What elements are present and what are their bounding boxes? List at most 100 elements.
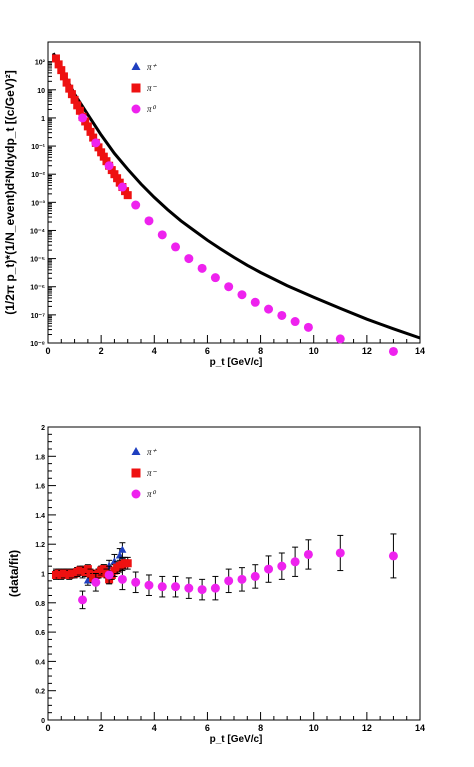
- ratio-panel: 0 2 4 6 8 10 12 14 0 0.2 0.4 0.6 0.8 1 1.2 1.4 1.6 1.8 2 p_…: [7, 425, 425, 745]
- y-tick-label: 0.8: [35, 601, 45, 608]
- x-tick-label: 2: [99, 346, 104, 356]
- y-tick-label: 0.4: [35, 659, 45, 666]
- data-point-circle: [197, 263, 207, 273]
- y-tick-label: 2: [41, 425, 45, 432]
- y-tick-label: 10⁻²: [31, 172, 45, 179]
- data-point-circle: [335, 334, 345, 344]
- data-point-square: [62, 78, 71, 87]
- data-point-circle: [290, 317, 300, 327]
- data-point-circle: [171, 242, 181, 252]
- data-point-square: [102, 157, 111, 166]
- legend-label: π⁰: [147, 489, 157, 499]
- data-point-circle: [171, 582, 181, 592]
- y-tick-label: 10⁻⁵: [30, 257, 45, 264]
- data-point-circle: [303, 322, 313, 332]
- x-tick-label: 4: [152, 723, 157, 733]
- data-point-circle: [91, 577, 101, 587]
- y-tick-label: 1.6: [35, 484, 45, 491]
- data-point-square: [70, 95, 79, 104]
- x-tick-label: 0: [45, 346, 50, 356]
- spectrum-panel: 0 2 4 6 8 10 12 14 10² 10 1 10⁻¹ 10⁻² 10⁻³ 10⁻⁴ 10⁻⁵ 10⁻…: [3, 41, 425, 368]
- fit-curve: [51, 52, 421, 340]
- y-tick-label: 10⁻⁸: [30, 341, 45, 348]
- x-tick-label: 12: [362, 346, 372, 356]
- x-tick-label: 8: [258, 346, 263, 356]
- x-tick-label: 0: [45, 723, 50, 733]
- plot-frame: [47, 41, 421, 344]
- data-point-square: [51, 54, 60, 63]
- data-point-circle: [117, 574, 127, 584]
- data-point-square: [115, 178, 124, 187]
- x-tick-label: 2: [99, 723, 104, 733]
- legend-marker-triangle: [131, 447, 141, 455]
- data-point-circle: [78, 595, 88, 605]
- data-point-square: [121, 187, 130, 196]
- data-point-circle: [197, 585, 207, 595]
- data-point-circle: [131, 577, 141, 587]
- data-point-circle: [91, 138, 101, 148]
- y-tick-label: 10: [37, 88, 45, 95]
- data-point-circle: [117, 182, 127, 192]
- y-tick-label: 0: [41, 718, 45, 725]
- y-tick-label: 1.8: [35, 454, 45, 461]
- data-point-square: [83, 122, 92, 131]
- data-point-square: [59, 72, 68, 81]
- data-point-circle: [104, 161, 114, 171]
- x-tick-label: 14: [415, 723, 425, 733]
- legend-label: π⁺: [147, 62, 158, 72]
- data-point-square: [54, 60, 63, 69]
- data-point-circle: [157, 230, 167, 240]
- y-tick-label: 10²: [35, 60, 46, 67]
- data-point-square: [110, 170, 119, 179]
- data-point-square: [99, 152, 108, 161]
- x-tick-label: 10: [309, 346, 319, 356]
- legend-label: π⁻: [147, 468, 158, 478]
- data-point-circle: [184, 583, 194, 593]
- legend-marker-square: [131, 468, 141, 478]
- data-point-circle: [224, 282, 234, 292]
- y-tick-label: 1: [41, 116, 45, 123]
- x-axis-label: p_t [GeV/c]: [210, 357, 263, 368]
- data-point-circle: [210, 583, 220, 593]
- data-point-square: [97, 148, 106, 157]
- data-point-circle: [264, 564, 274, 574]
- data-point-circle: [131, 200, 141, 210]
- legend-label: π⁻: [147, 83, 158, 93]
- y-tick-label: 10⁻⁴: [30, 228, 45, 235]
- data-point-circle: [250, 297, 260, 307]
- data-point-square: [123, 559, 132, 568]
- data-point-circle: [303, 549, 313, 559]
- x-tick-label: 6: [205, 346, 210, 356]
- x-tick-label: 6: [205, 723, 210, 733]
- data-point-square: [107, 166, 116, 175]
- legend-label: π⁺: [147, 447, 158, 457]
- y-tick-label: 1.2: [35, 542, 45, 549]
- data-point-square: [57, 66, 66, 75]
- y-tick-label: 0.6: [35, 630, 45, 637]
- data-point-circle: [184, 254, 194, 264]
- data-point-triangle: [118, 545, 127, 553]
- legend-marker-circle: [131, 104, 141, 114]
- data-point-square: [123, 191, 132, 200]
- legend-marker-triangle: [131, 62, 141, 70]
- legend-label: π⁰: [147, 104, 157, 114]
- y-tick-label: 10⁻⁷: [31, 313, 45, 320]
- y-axis-label: (data/fit): [7, 550, 21, 597]
- data-point-circle: [144, 580, 154, 590]
- data-point-square: [73, 101, 82, 110]
- data-point-square: [113, 174, 122, 183]
- y-tick-label: 1.4: [35, 513, 45, 520]
- data-point-square: [89, 133, 98, 142]
- data-point-square: [86, 127, 95, 136]
- data-point-circle: [250, 571, 260, 581]
- data-point-circle: [388, 346, 398, 356]
- legend-marker-square: [131, 83, 141, 93]
- data-point-circle: [388, 551, 398, 561]
- data-point-circle: [264, 304, 274, 314]
- data-point-square: [94, 143, 103, 152]
- data-point-circle: [277, 310, 287, 320]
- data-point-square: [67, 90, 76, 99]
- x-tick-label: 12: [362, 723, 372, 733]
- data-point-square: [65, 84, 74, 93]
